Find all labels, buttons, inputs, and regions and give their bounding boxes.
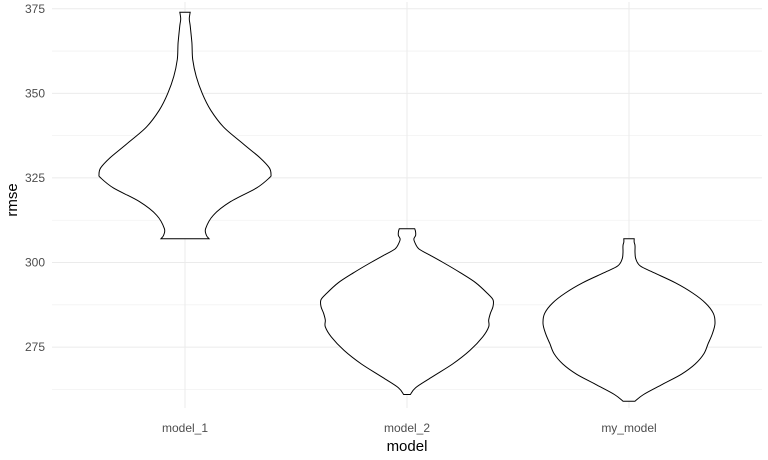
violins xyxy=(98,11,716,402)
y-tick-label: 275 xyxy=(25,340,45,354)
y-tick-label: 350 xyxy=(25,86,45,100)
violin-model_1 xyxy=(98,11,272,240)
x-tick-label: model_2 xyxy=(384,421,430,435)
y-tick-label: 300 xyxy=(25,256,45,270)
violin-model_2 xyxy=(319,228,495,395)
y-tick-label: 375 xyxy=(25,2,45,16)
violin-my_model xyxy=(542,238,716,402)
x-axis-title: model xyxy=(387,438,428,455)
x-axis-ticks: model_1 model_2 my_model xyxy=(162,421,657,435)
x-tick-label: my_model xyxy=(601,421,656,435)
x-tick-label: model_1 xyxy=(162,421,208,435)
y-axis-ticks: 275 300 325 350 375 xyxy=(25,2,45,354)
y-tick-label: 325 xyxy=(25,171,45,185)
y-axis-title: rmse xyxy=(4,183,21,216)
